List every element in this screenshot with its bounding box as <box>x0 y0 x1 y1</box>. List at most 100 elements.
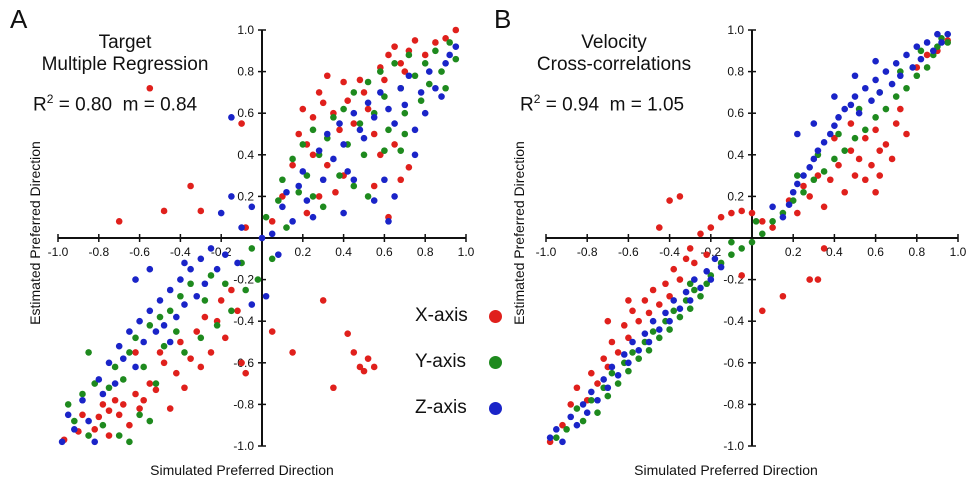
data-point-x-axis <box>608 338 616 346</box>
data-point-x-axis <box>635 317 642 325</box>
data-point-z-axis <box>323 130 331 138</box>
data-point-z-axis <box>279 203 286 211</box>
data-point-x-axis <box>370 130 378 138</box>
data-point-x-axis <box>826 176 834 184</box>
data-point-x-axis <box>193 328 201 335</box>
data-point-y-axis <box>360 151 368 159</box>
data-point-z-axis <box>340 209 347 217</box>
data-point-x-axis <box>391 43 398 50</box>
data-point-x-axis <box>309 151 317 159</box>
data-point-z-axis <box>166 286 174 294</box>
data-point-x-axis <box>105 432 113 439</box>
data-point-z-axis <box>283 188 290 196</box>
data-point-x-axis <box>356 363 364 371</box>
data-point-x-axis <box>289 161 296 169</box>
data-point-z-axis <box>64 411 72 419</box>
data-point-y-axis <box>862 126 869 134</box>
data-point-z-axis <box>221 251 229 258</box>
data-point-x-axis <box>738 272 745 279</box>
data-point-x-axis <box>676 193 684 200</box>
data-point-z-axis <box>934 30 941 38</box>
data-point-x-axis <box>868 161 875 169</box>
data-point-z-axis <box>91 438 99 446</box>
x-tick-label: -0.2 <box>700 245 721 259</box>
data-point-y-axis <box>377 68 384 75</box>
data-point-x-axis <box>336 126 343 134</box>
data-point-x-axis <box>279 193 286 200</box>
data-point-z-axis <box>785 201 793 209</box>
data-point-x-axis <box>814 172 822 179</box>
data-point-y-axis <box>666 326 673 333</box>
data-point-z-axis <box>604 384 612 392</box>
data-point-x-axis <box>405 163 413 171</box>
data-point-z-axis <box>309 213 317 221</box>
slope-value: m = 1.05 <box>609 94 685 116</box>
data-point-z-axis <box>248 301 256 308</box>
data-point-z-axis <box>888 80 896 88</box>
data-point-x-axis <box>217 297 225 304</box>
data-point-z-axis <box>707 276 715 283</box>
data-point-y-axis <box>350 182 358 190</box>
data-point-y-axis <box>319 203 327 211</box>
x-tick-label: -0.6 <box>129 245 150 259</box>
data-point-z-axis <box>831 93 838 100</box>
data-point-z-axis <box>258 234 266 242</box>
data-point-x-axis <box>79 411 86 419</box>
data-point-x-axis <box>187 355 194 362</box>
data-point-z-axis <box>385 218 392 225</box>
data-point-x-axis <box>876 172 884 179</box>
data-point-z-axis <box>442 59 449 67</box>
data-point-y-axis <box>629 349 636 356</box>
data-point-y-axis <box>810 176 818 184</box>
data-point-z-axis <box>868 97 875 105</box>
data-point-y-axis <box>85 349 92 356</box>
data-point-z-axis <box>432 84 439 92</box>
data-point-y-axis <box>350 89 358 96</box>
data-point-z-axis <box>944 30 951 38</box>
data-point-y-axis <box>166 307 174 315</box>
data-point-y-axis <box>703 280 710 288</box>
data-point-x-axis <box>160 359 168 367</box>
data-point-y-axis <box>645 347 653 354</box>
data-point-z-axis <box>800 172 807 179</box>
x-tick-label: -1.0 <box>536 245 557 259</box>
y-tick-label: 0.8 <box>727 65 744 79</box>
data-point-z-axis <box>649 317 657 325</box>
data-point-x-axis <box>588 369 595 377</box>
y-tick-label: 1.0 <box>237 23 254 37</box>
data-point-x-axis <box>323 72 331 80</box>
data-point-y-axis <box>789 197 797 204</box>
y-tick-label: -0.4 <box>723 314 744 328</box>
data-point-x-axis <box>364 355 372 362</box>
data-point-x-axis <box>670 265 678 273</box>
data-point-x-axis <box>594 380 601 387</box>
data-point-y-axis <box>608 369 616 377</box>
data-point-x-axis <box>604 317 612 325</box>
data-point-y-axis <box>401 109 409 117</box>
x-tick-label: -1.0 <box>48 245 69 259</box>
data-point-y-axis <box>553 434 560 441</box>
data-point-y-axis <box>160 342 168 350</box>
data-point-y-axis <box>221 280 229 288</box>
data-point-y-axis <box>728 238 735 246</box>
data-point-z-axis <box>789 188 797 196</box>
data-point-z-axis <box>126 328 133 335</box>
data-point-y-axis <box>401 130 409 138</box>
data-point-y-axis <box>417 97 425 105</box>
data-point-x-axis <box>221 334 229 342</box>
data-point-z-axis <box>769 203 776 211</box>
data-point-y-axis <box>201 297 209 304</box>
data-point-x-axis <box>666 292 673 300</box>
x-tick-label: 0.8 <box>908 245 925 259</box>
data-point-x-axis <box>152 386 160 394</box>
data-point-x-axis <box>340 78 347 86</box>
data-point-y-axis <box>181 349 188 356</box>
data-point-z-axis <box>656 326 663 333</box>
data-point-z-axis <box>826 130 834 138</box>
data-point-y-axis <box>91 380 99 387</box>
data-point-x-axis <box>625 334 632 342</box>
x-tick-label: 0.8 <box>417 245 434 259</box>
data-point-y-axis <box>228 307 235 315</box>
data-point-y-axis <box>656 334 663 342</box>
x-tick-label: 0.4 <box>335 245 352 259</box>
